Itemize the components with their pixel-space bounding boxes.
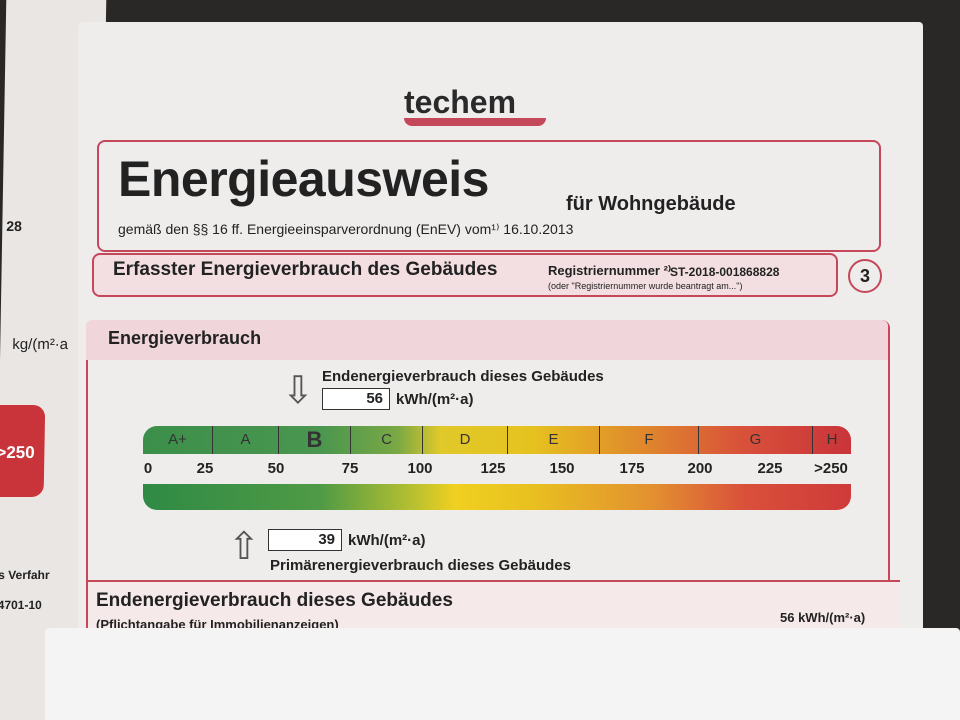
tick-label: 200 — [687, 460, 713, 477]
techem-logo: techem — [404, 84, 517, 120]
tick-label: 0 — [143, 460, 153, 477]
class-a-plus: A+ — [143, 426, 213, 454]
left-fragment: kg/(m²·a — [12, 336, 69, 353]
class-g: G — [699, 426, 813, 454]
end-energy-label: Endenergieverbrauch dieses Gebäudes — [322, 368, 604, 385]
class-c: C — [351, 426, 423, 454]
left-fragment: 4701-10 — [0, 598, 42, 612]
class-b-highlighted: B — [279, 426, 351, 454]
logo-swoosh — [404, 118, 546, 126]
scale-ticks: 0 25 50 75 100 125 150 175 200 225 >250 — [143, 460, 851, 480]
tick-label: 50 — [267, 460, 285, 477]
bottom-value: 56 kWh/(m²·a) — [780, 610, 866, 625]
tick-label: 75 — [341, 460, 359, 477]
tick-label: 100 — [407, 460, 433, 477]
section-title: Erfasster Energieverbrauch des Gebäudes — [113, 259, 498, 280]
registration-number: ST-2018-001868828 — [670, 265, 780, 279]
tick-label: 125 — [480, 460, 506, 477]
class-a: A — [213, 426, 279, 454]
bottom-title: Endenergieverbrauch dieses Gebäudes — [96, 590, 453, 611]
energy-gradient-bar — [143, 484, 851, 510]
registration-note: (oder "Registriernummer wurde beantragt … — [548, 281, 743, 291]
end-energy-value: 56 — [322, 388, 390, 410]
primary-energy-unit: kWh/(m²·a) — [348, 532, 426, 549]
end-energy-unit: kWh/(m²·a) — [396, 391, 474, 408]
primary-energy-label: Primärenergieverbrauch dieses Gebäudes — [270, 557, 571, 574]
page-subtitle: für Wohngebäude — [566, 193, 736, 215]
down-arrow-icon: ⇩ — [282, 370, 314, 412]
page-title: Energieausweis — [118, 151, 489, 207]
legal-reference: gemäß den §§ 16 ff. Energieeinsparverord… — [118, 221, 574, 237]
left-fragment: s Verfahr — [0, 568, 50, 582]
tick-label: >250 — [814, 460, 848, 477]
foreground-paper — [45, 628, 960, 720]
primary-energy-value: 39 — [268, 529, 342, 551]
class-h: H — [826, 431, 838, 448]
class-f: F — [600, 426, 699, 454]
left-fragment: 28 — [6, 218, 23, 234]
class-e: E — [508, 426, 600, 454]
up-arrow-icon: ⇧ — [228, 526, 260, 568]
page-number: 3 — [848, 259, 882, 293]
left-fragment: >250 — [0, 405, 46, 497]
section-box — [92, 253, 838, 297]
tick-label: 225 — [757, 460, 783, 477]
tick-label: 150 — [549, 460, 575, 477]
energy-class-scale: A+ A B C D E F G H — [143, 426, 851, 454]
tick-label: 175 — [619, 460, 645, 477]
class-d: D — [423, 426, 508, 454]
energy-title: Energieverbrauch — [108, 328, 262, 348]
tick-label: 25 — [196, 460, 214, 477]
registration-label: Registriernummer ²⁾ — [548, 263, 672, 278]
energy-header-band — [86, 320, 888, 360]
header-box — [97, 140, 881, 252]
